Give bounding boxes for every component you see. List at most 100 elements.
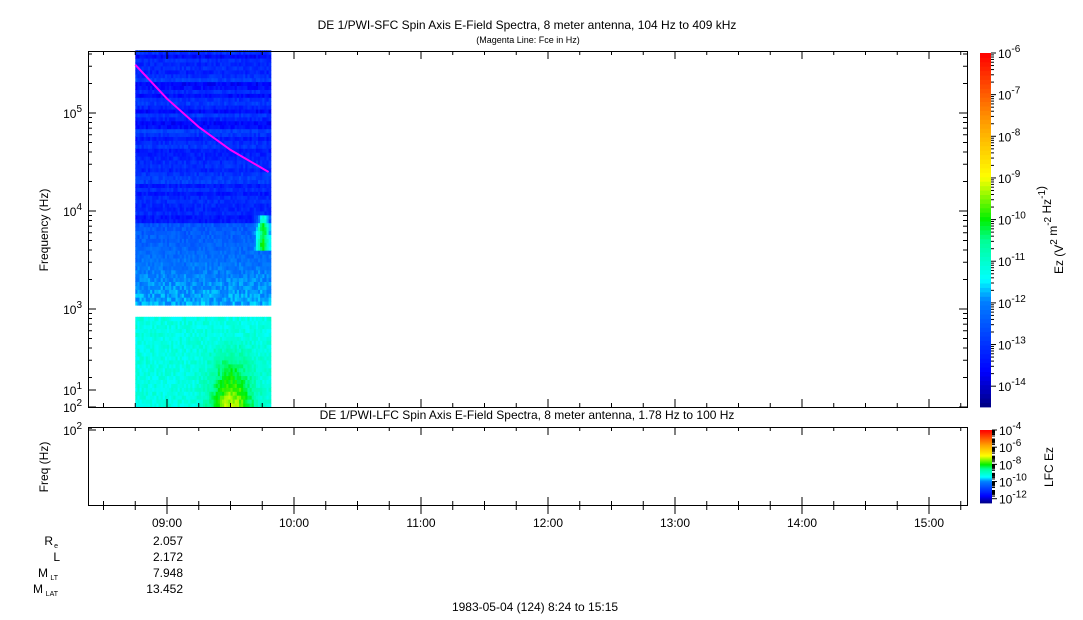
heatmap-cell	[160, 226, 164, 232]
heatmap-cell	[247, 167, 251, 173]
heatmap-cell	[245, 230, 249, 235]
heatmap-cell	[239, 230, 242, 235]
heatmap-cell	[205, 148, 208, 153]
heatmap-cell	[179, 395, 183, 400]
heatmap-cell	[194, 214, 198, 220]
heatmap-cell	[167, 109, 170, 114]
heatmap-cell	[241, 140, 244, 145]
heatmap-cell	[243, 285, 246, 290]
heatmap-cell	[251, 379, 255, 384]
heatmap-cell	[164, 124, 168, 130]
heatmap-cell	[251, 109, 255, 114]
heatmap-cell	[215, 85, 219, 90]
heatmap-cell	[209, 246, 213, 251]
heatmap-cell	[241, 218, 244, 224]
heatmap-cell	[160, 187, 164, 192]
heatmap-cell	[219, 175, 223, 181]
heatmap-cell	[224, 187, 227, 192]
heatmap-cell	[234, 297, 238, 302]
heatmap-cell	[213, 128, 217, 134]
heatmap-cell	[213, 301, 217, 306]
heatmap-cell	[188, 187, 191, 192]
heatmap-cell	[215, 234, 219, 239]
heatmap-cell	[234, 89, 238, 94]
heatmap-cell	[236, 371, 240, 377]
heatmap-cell	[245, 324, 249, 330]
heatmap-cell	[175, 156, 179, 161]
heatmap-cell	[232, 140, 236, 145]
heatmap-cell	[160, 199, 164, 204]
heatmap-cell	[137, 269, 141, 275]
heatmap-cell	[239, 269, 242, 275]
heatmap-cell	[224, 289, 227, 294]
heatmap-cell	[251, 120, 255, 126]
heatmap-cell	[228, 164, 232, 169]
heatmap-cell	[249, 203, 253, 208]
heatmap-cell	[211, 211, 215, 216]
heatmap-cell	[196, 395, 200, 400]
heatmap-cell	[177, 156, 181, 161]
heatmap-cell	[243, 58, 246, 63]
heatmap-cell	[186, 332, 189, 337]
heatmap-cell	[251, 230, 255, 235]
heatmap-cell	[169, 73, 172, 79]
heatmap-cell	[253, 363, 257, 369]
heatmap-cell	[158, 360, 162, 365]
heatmap-cell	[198, 379, 202, 384]
heatmap-cell	[156, 222, 160, 228]
heatmap-cell	[247, 324, 251, 330]
heatmap-cell	[226, 105, 230, 110]
heatmap-cell	[236, 360, 240, 365]
heatmap-cell	[156, 265, 160, 271]
heatmap-cell	[135, 109, 139, 114]
heatmap-cell	[137, 383, 141, 388]
heatmap-cell	[203, 89, 206, 94]
heatmap-cell	[228, 344, 232, 349]
heatmap-cell	[224, 246, 227, 251]
heatmap-cell	[239, 258, 242, 263]
heatmap-cell	[143, 336, 147, 341]
heatmap-cell	[205, 93, 208, 98]
heatmap-cell	[247, 222, 251, 228]
heatmap-cell	[253, 258, 257, 263]
heatmap-cell	[211, 340, 215, 345]
heatmap-cell	[179, 179, 183, 184]
heatmap-cell	[186, 113, 189, 118]
heatmap-cell	[152, 344, 155, 349]
heatmap-cell	[203, 348, 206, 353]
heatmap-cell	[188, 258, 191, 263]
heatmap-cell	[196, 269, 200, 275]
heatmap-cell	[135, 140, 139, 145]
heatmap-cell	[247, 152, 251, 157]
heatmap-cell	[156, 226, 160, 232]
heatmap-cell	[224, 175, 227, 181]
heatmap-cell	[145, 344, 149, 349]
heatmap-cell	[137, 136, 141, 141]
heatmap-cell	[179, 77, 183, 83]
heatmap-cell	[200, 269, 204, 275]
heatmap-cell	[234, 203, 238, 208]
heatmap-cell	[243, 277, 246, 282]
heatmap-cell	[215, 320, 219, 326]
heatmap-cell	[143, 191, 147, 196]
heatmap-cell	[145, 58, 149, 63]
heatmap-cell	[183, 265, 187, 271]
heatmap-cell	[249, 187, 253, 192]
heatmap-cell	[192, 93, 196, 98]
heatmap-cell	[234, 360, 238, 365]
heatmap-cell	[171, 383, 174, 388]
heatmap-cell	[177, 164, 181, 169]
heatmap-cell	[247, 136, 251, 141]
heatmap-cell	[173, 242, 177, 247]
heatmap-cell	[226, 144, 230, 149]
heatmap-cell	[175, 132, 179, 137]
heatmap-cell	[179, 262, 183, 267]
heatmap-cell	[224, 348, 227, 353]
heatmap-cell	[211, 269, 215, 275]
heatmap-cell	[143, 242, 147, 247]
heatmap-cell	[137, 167, 141, 173]
heatmap-cell	[150, 285, 153, 290]
heatmap-cell	[194, 160, 198, 165]
heatmap-cell	[186, 187, 189, 192]
heatmap-cell	[139, 187, 143, 192]
